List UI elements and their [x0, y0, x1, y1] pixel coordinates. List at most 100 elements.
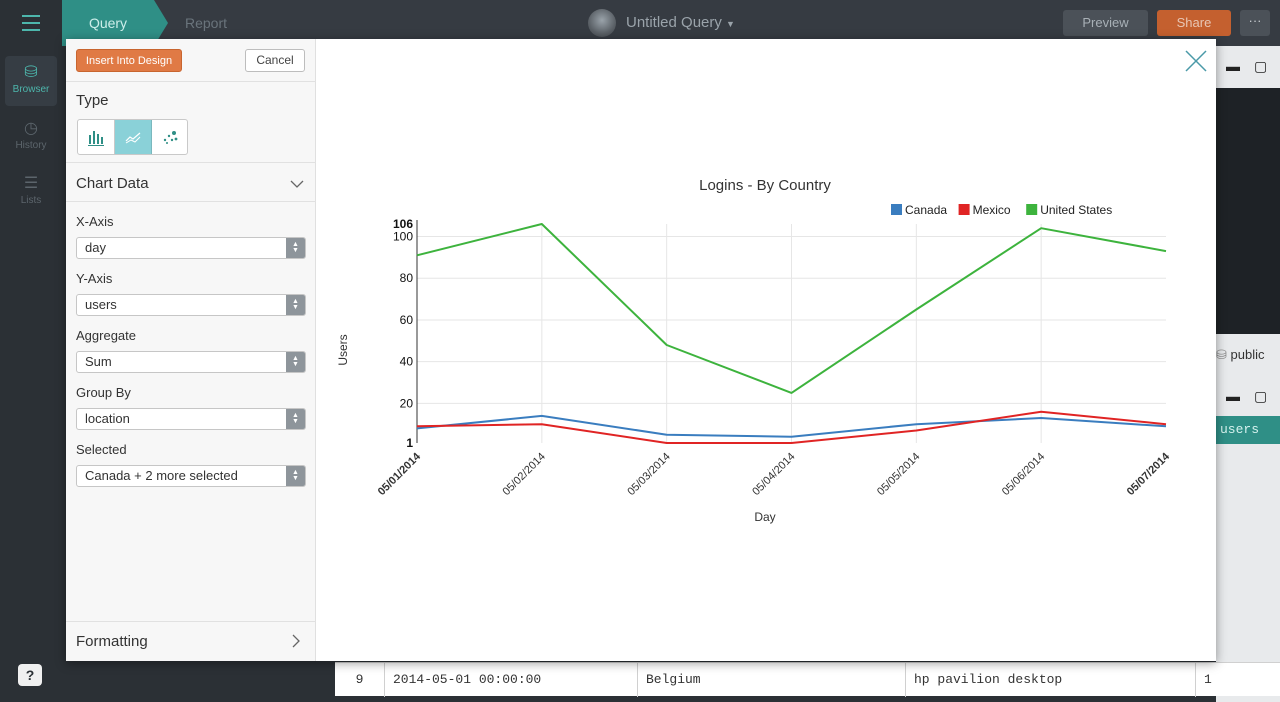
divider [66, 81, 316, 82]
table-cell: hp pavilion desktop [906, 663, 1196, 697]
x-tick-label: 05/05/2014 [875, 451, 922, 498]
table-cell: 9 [335, 663, 385, 697]
legend-item-label: Canada [905, 203, 947, 217]
more-options-button[interactable]: ··· [1240, 10, 1270, 36]
x-axis-label: X-Axis [76, 214, 114, 229]
maximize-icon[interactable]: ▢ [1254, 58, 1268, 74]
legend-swatch [891, 204, 902, 215]
x-tick-label: 05/06/2014 [1000, 451, 1047, 498]
line-chart: 05/01/2014 05/02/2014 05/03/2014 05/04/2014… [336, 177, 1173, 524]
preview-button[interactable]: Preview [1063, 10, 1148, 36]
x-tick-label: 05/02/2014 [501, 451, 548, 498]
bar-chart-icon [88, 131, 104, 146]
chart-settings-sidebar: Insert Into Design Cancel Type [66, 39, 316, 661]
group-by-value: location [85, 411, 130, 426]
cancel-button[interactable]: Cancel [245, 49, 305, 72]
aggregate-label: Aggregate [76, 328, 136, 343]
y-tick-label: 20 [400, 396, 414, 410]
x-tick-label: 05/04/2014 [750, 451, 797, 498]
maximize-icon[interactable]: ▢ [1254, 388, 1268, 404]
nav-item-lists[interactable]: ☰ Lists [5, 167, 57, 217]
y-axis-label: Y-Axis [76, 271, 113, 286]
caret-down-icon: ▼ [726, 19, 735, 29]
selected-value: Canada + 2 more selected [85, 468, 238, 483]
divider [66, 621, 316, 622]
series-line-mexico [416, 410, 1167, 444]
selected-label: Selected [76, 442, 127, 457]
database-icon: ⛁ [1216, 347, 1227, 362]
divider [66, 201, 316, 202]
x-axis-select[interactable]: day ▲ ▼ [76, 237, 306, 259]
line-chart-icon [125, 132, 141, 144]
table-cell: Belgium [638, 663, 906, 697]
y-axis-title: Users [336, 334, 350, 365]
query-editor [1216, 88, 1280, 334]
nav-label: Lists [20, 195, 42, 206]
nav-item-history[interactable]: ◷ History [5, 112, 57, 162]
chart-title: Logins - By Country [699, 177, 831, 194]
line-chart-type-button[interactable] [115, 120, 152, 154]
chart-grid [417, 224, 1166, 443]
table-cell: 1 [1204, 672, 1212, 687]
query-title[interactable]: Untitled Query ▼ [626, 14, 735, 31]
y-tick-label: 40 [400, 355, 414, 369]
legend-swatch [958, 204, 970, 215]
group-by-label: Group By [76, 385, 131, 400]
y-axis-select[interactable]: users ▲ ▼ [76, 294, 306, 316]
query-title-text: Untitled Query [626, 14, 722, 31]
top-bar: Query Report Untitled Query ▼ Preview Sh… [0, 0, 1280, 46]
group-by-select[interactable]: location ▲ ▼ [76, 408, 306, 430]
nav-label: Browser [12, 84, 50, 95]
select-arrows-icon: ▲ ▼ [286, 238, 305, 258]
column-header-users[interactable]: users [1216, 416, 1280, 444]
share-button[interactable]: Share [1157, 10, 1231, 36]
y-tick-label: 80 [400, 271, 414, 285]
aggregate-value: Sum [85, 354, 112, 369]
menu-icon[interactable] [0, 0, 62, 46]
close-icon[interactable] [1184, 49, 1208, 73]
y-tick-label: 100 [393, 230, 413, 244]
bar-chart-type-button[interactable] [78, 120, 115, 154]
select-arrows-icon: ▲ ▼ [286, 466, 305, 486]
y-axis-value: users [85, 297, 117, 312]
series-line-united-states [416, 223, 1167, 394]
divider [66, 162, 316, 163]
type-heading: Type [76, 92, 109, 109]
table-cell: 2014-05-01 00:00:00 [385, 663, 638, 697]
query-avatar [588, 9, 616, 37]
minimize-icon[interactable]: ▬ [1226, 58, 1240, 74]
tab-query[interactable]: Query [62, 0, 168, 46]
x-axis-ticks: 05/01/2014 05/02/2014 05/03/2014 05/04/2014… [376, 450, 1173, 498]
x-tick-label: 05/07/2014 [1125, 450, 1173, 498]
left-nav: ⛁ Browser ◷ History ☰ Lists [0, 46, 62, 702]
chart-data-heading[interactable]: Chart Data [76, 175, 149, 192]
insert-into-design-button[interactable]: Insert Into Design [76, 49, 182, 72]
nav-label: History [15, 140, 47, 151]
legend-swatch [1026, 204, 1038, 215]
schema-label-text: public [1230, 347, 1265, 362]
scatter-chart-type-button[interactable] [152, 120, 189, 154]
y-tick-label: 1 [406, 436, 413, 450]
tab-report[interactable]: Report [184, 15, 228, 31]
chevron-down-icon[interactable] [290, 179, 304, 189]
clock-icon: ◷ [24, 120, 38, 137]
formatting-heading[interactable]: Formatting [76, 633, 148, 650]
nav-item-browser[interactable]: ⛁ Browser [5, 56, 57, 106]
x-tick-label: 05/01/2014 [376, 450, 424, 498]
select-arrows-icon: ▲ ▼ [286, 352, 305, 372]
table-row: 9 2014-05-01 00:00:00 Belgium hp pavilio… [335, 662, 1280, 697]
chart-series [416, 223, 1167, 444]
minimize-icon[interactable]: ▬ [1226, 388, 1240, 404]
chart-legend: Canada Mexico United States [891, 203, 1112, 217]
select-arrows-icon: ▲ ▼ [286, 409, 305, 429]
aggregate-select[interactable]: Sum ▲ ▼ [76, 351, 306, 373]
selected-select[interactable]: Canada + 2 more selected ▲ ▼ [76, 465, 306, 487]
legend-item-label: Mexico [973, 203, 1011, 217]
chevron-right-icon[interactable] [291, 634, 301, 648]
help-button[interactable]: ? [18, 664, 42, 686]
database-icon: ⛁ [24, 64, 38, 81]
scatter-chart-icon [163, 131, 178, 144]
chart-type-selector [77, 119, 188, 155]
x-axis-title: Day [754, 510, 775, 524]
